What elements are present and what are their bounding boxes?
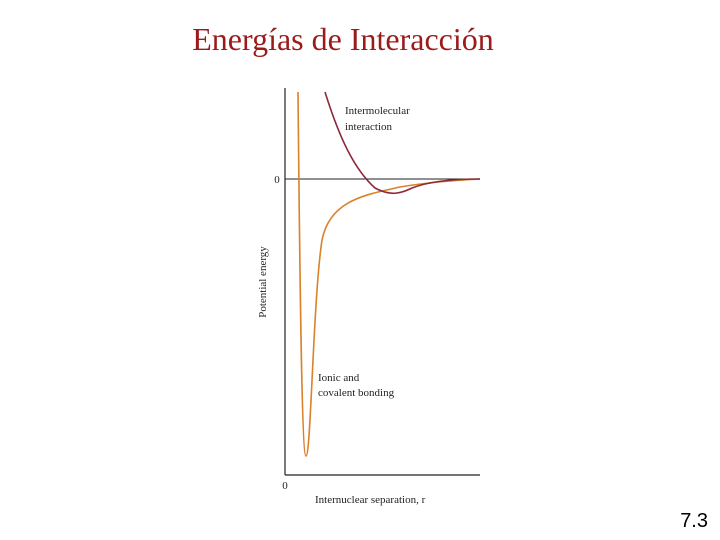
curve-label: interaction	[345, 121, 393, 133]
diagram: 0 0 Potential energy Internuclear separa…	[257, 88, 481, 506]
curve-label: covalent bonding	[318, 387, 395, 399]
x-axis-label: Internuclear separation, r	[315, 494, 426, 506]
x-zero-label: 0	[282, 480, 288, 492]
bonding-curve	[297, 91, 481, 457]
page-number: 7.3	[680, 510, 708, 532]
y-zero-label: 0	[274, 174, 280, 186]
curve-label: Intermolecular	[345, 105, 410, 117]
curve-label: Ionic and	[318, 372, 360, 384]
y-axis-label: Potential energy	[257, 246, 269, 318]
intermolecular-curve	[324, 91, 481, 195]
slide-title: Energías de Interacción	[192, 21, 493, 57]
